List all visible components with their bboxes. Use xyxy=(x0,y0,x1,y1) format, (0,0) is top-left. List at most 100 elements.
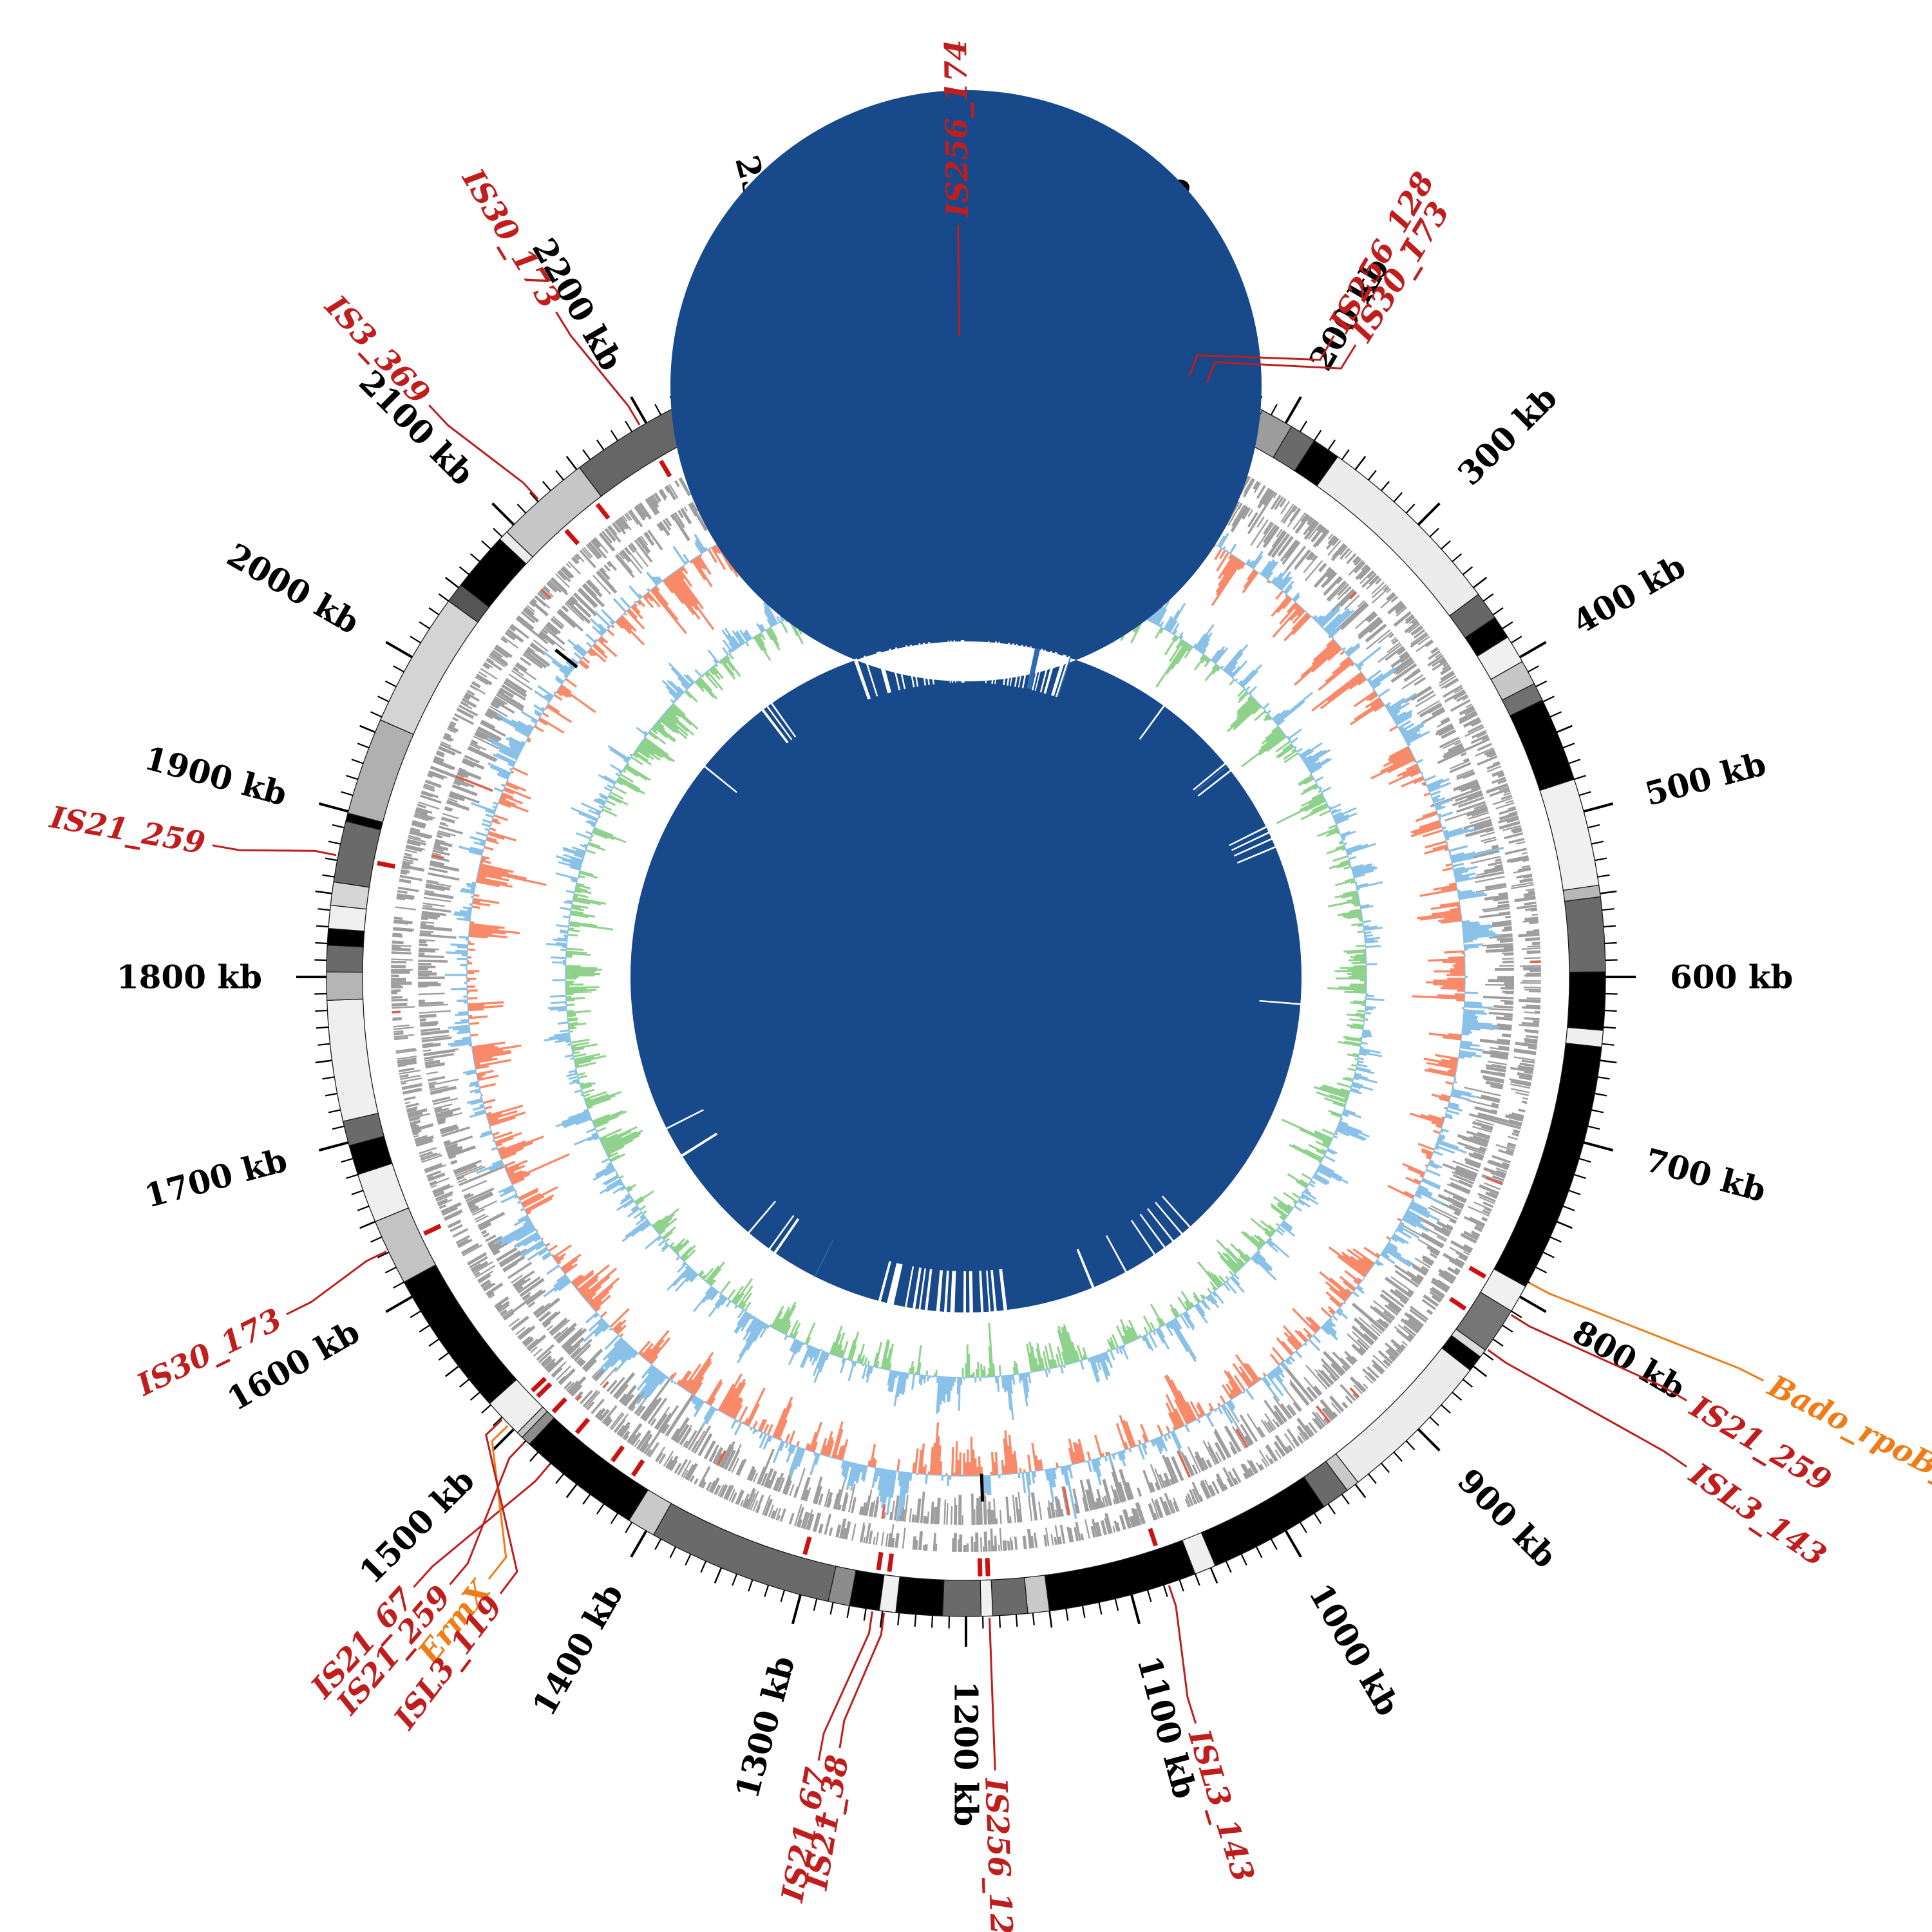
annotation-leader xyxy=(212,844,337,857)
coverage-gap xyxy=(904,1266,914,1309)
contig-segment xyxy=(333,820,381,888)
coverage-gap xyxy=(928,642,934,685)
kb-label: 400 kb xyxy=(1566,547,1692,641)
coverage-gap xyxy=(770,701,797,738)
contig-segment xyxy=(328,904,367,932)
coverage-gap xyxy=(1193,762,1227,791)
coverage-gap xyxy=(1147,1208,1175,1243)
coverage-gap xyxy=(886,1263,903,1306)
coverage-gap xyxy=(1014,645,1023,687)
coverage-gap xyxy=(1055,656,1070,697)
coverage-gap xyxy=(1039,650,1052,693)
coverage-gap xyxy=(979,1271,984,1314)
kb-label: 900 kb xyxy=(1450,1461,1564,1575)
coverage-gap xyxy=(1197,769,1233,797)
annotation-leaders xyxy=(212,225,1765,1771)
coverage-gap xyxy=(950,1271,956,1314)
annotation-leader xyxy=(449,1441,526,1586)
coverage-gap xyxy=(703,764,737,793)
contig-segment xyxy=(1566,971,1606,1031)
coverage-gap xyxy=(1155,1202,1184,1236)
annotation-label: ISL3_143 xyxy=(1180,1725,1261,1886)
contig-segment xyxy=(327,928,365,948)
coverage-gap xyxy=(953,640,956,683)
kb-label: 1000 kb xyxy=(1302,1577,1407,1722)
coverage-gap xyxy=(924,1269,933,1312)
coverage-gap xyxy=(994,641,1000,685)
coverage-gap xyxy=(960,640,965,683)
annotation-leader xyxy=(286,1251,387,1316)
coverage-gap xyxy=(1162,1195,1191,1229)
coverage-gap xyxy=(963,1271,966,1314)
coverage-gap xyxy=(1051,654,1067,696)
coverage-gap xyxy=(912,1267,922,1310)
annotation-leader xyxy=(817,1611,873,1761)
annotation-leader xyxy=(1487,1349,1687,1468)
contig-segment xyxy=(1335,1347,1471,1483)
coverage-gap xyxy=(1076,1249,1095,1289)
annotation-leader xyxy=(488,1425,509,1580)
coverage-gap xyxy=(1130,1220,1157,1256)
coverage-gap xyxy=(943,1271,949,1314)
coverage-gap xyxy=(1043,652,1057,694)
kb-label: 1500 kb xyxy=(352,1461,482,1591)
coverage-gap xyxy=(895,647,906,690)
contig-segment xyxy=(980,1579,994,1617)
kb-label: 1300 kb xyxy=(728,1652,802,1803)
annotation-leader xyxy=(485,1419,518,1595)
coverage-gap xyxy=(665,1109,704,1130)
coverage-sliver xyxy=(1195,765,1228,792)
coverage-sliver xyxy=(1057,657,1072,697)
coverage-gap xyxy=(950,640,954,683)
annotation-leader xyxy=(1206,344,1357,383)
coverage-gap xyxy=(1018,645,1027,688)
contig-segment xyxy=(1044,1539,1196,1612)
annotation-leader xyxy=(1168,1585,1197,1724)
coverage-gap xyxy=(1032,649,1043,691)
coverage-sliver xyxy=(814,1240,834,1278)
coverage-gap xyxy=(909,644,919,687)
coverage-gap xyxy=(680,1132,718,1158)
coverage-gap xyxy=(918,643,926,686)
coverage-gap xyxy=(1034,649,1046,691)
coverage-gap xyxy=(1231,831,1271,851)
coverage-gap xyxy=(766,705,793,741)
contig-segment xyxy=(326,971,364,1001)
kb-label: 1100 kb xyxy=(1130,1652,1204,1803)
coverage-gap xyxy=(1021,646,1032,688)
coverage-gap xyxy=(969,1271,973,1314)
annotation-leader xyxy=(1529,1282,1765,1382)
contig-segment xyxy=(990,1577,1028,1616)
coverage-band xyxy=(630,90,1302,1312)
kb-label: 300 kb xyxy=(1450,379,1564,493)
coverage-gap xyxy=(1139,1213,1166,1249)
coverage-gap xyxy=(991,641,997,684)
coverage-gap xyxy=(747,1200,776,1235)
contig-segment xyxy=(347,719,414,823)
contig-segment xyxy=(1200,1476,1325,1567)
coverage-gap xyxy=(947,640,951,683)
annotation-label: IS256_174 xyxy=(938,39,976,218)
coverage-gap xyxy=(1236,846,1277,864)
annotation-leader xyxy=(957,225,961,336)
kb-label: 700 kb xyxy=(1641,1141,1770,1209)
contig-segment xyxy=(1509,699,1575,791)
contig-segment xyxy=(895,1576,945,1616)
contig-segment xyxy=(327,998,379,1122)
contig-segment xyxy=(1564,896,1606,973)
kb-label: 2000 kb xyxy=(221,536,366,641)
kb-label: 500 kb xyxy=(1641,744,1770,813)
contig-segment xyxy=(529,1417,649,1521)
kb-label: 1200 kb xyxy=(947,1681,985,1826)
annotation-leader xyxy=(428,404,539,500)
coverage-gap xyxy=(990,1270,997,1313)
coverage-gap xyxy=(999,1269,1008,1312)
annotation-leader xyxy=(838,1613,886,1748)
coverage-gap xyxy=(1007,643,1014,686)
coverage-gap xyxy=(1234,837,1274,857)
coverage-ring xyxy=(630,90,1302,1314)
coverage-gap xyxy=(853,658,871,700)
coverage-gap xyxy=(1229,826,1268,846)
